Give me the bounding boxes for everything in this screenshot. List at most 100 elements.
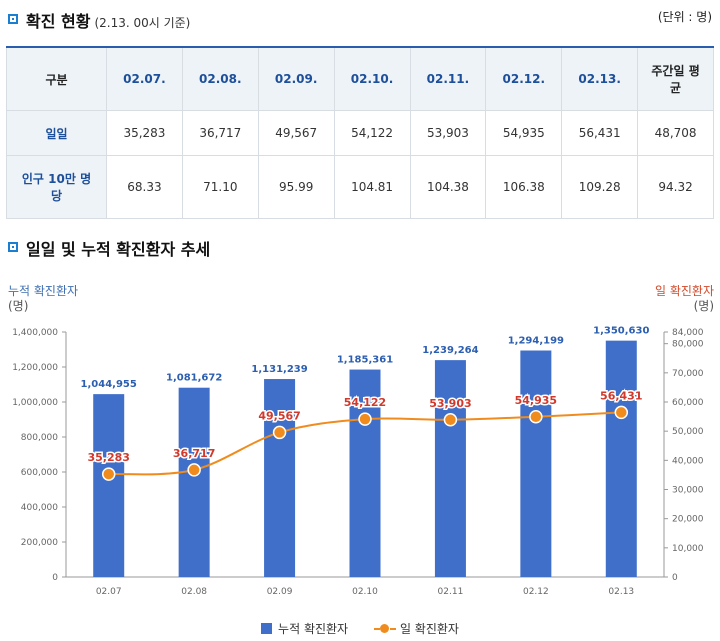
section-square-icon xyxy=(8,14,18,24)
right-tick-label: 20,000 xyxy=(672,515,704,525)
legend-bar-swatch xyxy=(261,623,273,634)
bar-value-label: 1,185,361 xyxy=(337,355,393,366)
line-point xyxy=(443,413,458,427)
table-header-row: 구분 02.07. 02.08. 02.09. 02.10. 02.11. 02… xyxy=(6,46,714,111)
line-value-label: 53,903 xyxy=(429,397,471,410)
table-cell: 35,283 xyxy=(106,110,183,156)
section-square-icon xyxy=(8,242,18,252)
bar xyxy=(264,379,296,577)
table-cell: 95.99 xyxy=(257,155,335,219)
x-tick-label: 02.08 xyxy=(181,587,207,597)
legend-line-label: 일 확진환자 xyxy=(399,622,459,636)
header-cell: 02.11. xyxy=(409,46,487,111)
left-axis-title: 누적 확진환자 (명) xyxy=(8,284,78,314)
right-tick-label: 80,000 xyxy=(672,340,704,350)
line-value-label: 54,122 xyxy=(344,396,386,409)
header-cell: 02.13. xyxy=(561,46,639,111)
x-tick-label: 02.12 xyxy=(523,587,549,597)
line-point xyxy=(272,425,287,440)
right-tick-label: 50,000 xyxy=(672,427,704,437)
line-value-label: 35,283 xyxy=(87,451,129,464)
right-axis-unit: (명) xyxy=(693,299,714,313)
header-cell: 구분 xyxy=(6,46,107,111)
bar xyxy=(434,360,466,577)
legend-bar-label: 누적 확진환자 xyxy=(278,622,349,636)
bar xyxy=(93,394,125,577)
line-point xyxy=(358,412,372,426)
x-tick-label: 02.09 xyxy=(267,587,293,597)
right-tick-label: 10,000 xyxy=(672,544,704,554)
right-tick-label: 0 xyxy=(672,573,678,583)
right-tick-label: 84,000 xyxy=(672,328,704,338)
bar-value-label: 1,044,955 xyxy=(81,379,137,390)
bar-value-label: 1,350,630 xyxy=(593,326,649,337)
row-label: 인구 10만 명 당 xyxy=(6,155,107,219)
x-tick-label: 02.13 xyxy=(608,587,634,597)
right-tick-label: 70,000 xyxy=(672,369,704,379)
header-cell-weekly-avg: 주간일 평균 xyxy=(637,46,714,111)
table-cell: 48,708 xyxy=(637,110,714,156)
x-tick-label: 02.07 xyxy=(96,587,122,597)
status-section-title: 확진 현황 (2.13. 00시 기준) xyxy=(26,8,190,32)
legend-line-swatch xyxy=(373,623,396,634)
status-table: 구분 02.07. 02.08. 02.09. 02.10. 02.11. 02… xyxy=(6,46,714,219)
bar-value-label: 1,294,199 xyxy=(508,336,564,347)
line-point xyxy=(529,410,543,424)
line-value-label: 56,431 xyxy=(600,389,642,402)
status-basis-note: (2.13. 00시 기준) xyxy=(94,16,191,30)
left-axis-title-text: 누적 확진환자 xyxy=(8,284,79,298)
header-cell: 02.07. xyxy=(106,46,183,111)
x-tick-label: 02.10 xyxy=(352,587,378,597)
table-cell: 36,717 xyxy=(181,110,259,156)
right-axis-title: 일 확진환자 (명) xyxy=(655,284,714,314)
table-cell: 49,567 xyxy=(257,110,335,156)
status-title-text: 확진 현황 xyxy=(26,12,91,31)
left-tick-label: 600,000 xyxy=(21,468,58,478)
row-label: 일일 xyxy=(6,110,107,156)
chart-legend: 누적 확진환자 일 확진환자 xyxy=(0,620,720,637)
right-tick-label: 30,000 xyxy=(672,486,704,496)
bar xyxy=(605,340,637,577)
bar-value-label: 1,081,672 xyxy=(166,373,222,384)
left-tick-label: 1,400,000 xyxy=(12,328,58,338)
table-row: 일일 35,283 36,717 49,567 54,122 53,903 54… xyxy=(6,110,714,156)
right-axis-title-text: 일 확진환자 xyxy=(654,284,714,298)
right-tick-label: 40,000 xyxy=(672,456,704,466)
bar xyxy=(520,350,552,577)
left-tick-label: 400,000 xyxy=(21,503,58,513)
table-cell: 109.28 xyxy=(561,155,639,219)
table-cell: 71.10 xyxy=(181,155,259,219)
header-cell: 02.10. xyxy=(333,46,411,111)
trend-chart: 0 200,000 400,000 600,000 800,000 1,000,000 1,… xyxy=(12,326,704,597)
table-cell: 104.81 xyxy=(333,155,411,219)
table-cell: 68.33 xyxy=(106,155,183,219)
line-point xyxy=(187,463,201,477)
table-cell: 56,431 xyxy=(561,110,639,156)
x-tick-label: 02.11 xyxy=(438,587,464,597)
table-cell: 54,122 xyxy=(333,110,411,156)
line-value-label: 49,567 xyxy=(258,409,300,422)
table-cell: 54,935 xyxy=(485,110,563,156)
header-cell: 02.12. xyxy=(485,46,563,111)
table-row: 인구 10만 명 당 68.33 71.10 95.99 104.81 104.… xyxy=(6,155,714,219)
table-cell: 94.32 xyxy=(637,155,714,219)
left-axis-unit: (명) xyxy=(8,299,29,313)
table-cell: 106.38 xyxy=(485,155,563,219)
line-point xyxy=(101,467,116,481)
right-tick-label: 60,000 xyxy=(672,398,704,408)
line-value-label: 36,717 xyxy=(173,447,215,460)
header-cell: 02.08. xyxy=(181,46,259,111)
left-tick-label: 1,200,000 xyxy=(12,363,58,373)
unit-note: (단위 : 명) xyxy=(657,10,712,24)
bar xyxy=(178,387,210,577)
bar-value-label: 1,131,239 xyxy=(251,364,307,375)
bar xyxy=(349,369,381,577)
left-tick-label: 1,000,000 xyxy=(12,398,58,408)
trend-section-title: 일일 및 누적 확진환자 추세 xyxy=(26,240,211,259)
left-tick-label: 200,000 xyxy=(21,538,58,548)
table-cell: 53,903 xyxy=(409,110,487,156)
bar-value-label: 1,239,264 xyxy=(422,345,478,356)
left-tick-label: 800,000 xyxy=(21,433,58,443)
line-value-label: 54,935 xyxy=(515,394,557,407)
line-point xyxy=(614,405,629,420)
